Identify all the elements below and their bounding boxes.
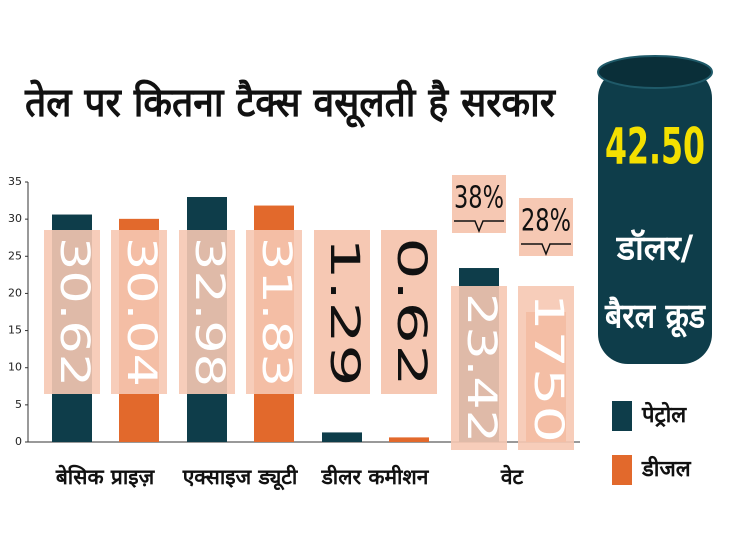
label-box [451, 286, 507, 450]
barrel [597, 55, 713, 364]
y-tick-label: 20 [8, 286, 22, 299]
x-tick-label: एक्साइज ड्यूटी [182, 464, 299, 491]
label-box [111, 230, 167, 394]
y-tick-label: 15 [8, 324, 22, 337]
y-tick-label: 25 [8, 249, 22, 262]
barrel-top [597, 55, 713, 89]
annotation: 28% [521, 204, 571, 239]
legend-swatch [612, 401, 632, 431]
barrel-body [598, 68, 712, 364]
price-unit: डॉलर/ [616, 229, 694, 269]
callout-box [452, 175, 506, 233]
callout-pointer [454, 220, 504, 234]
value-label: 0.62 [388, 237, 434, 387]
callout-box [519, 198, 573, 256]
label-box [179, 230, 235, 394]
label-box [246, 230, 302, 394]
y-tick-label: 30 [8, 212, 22, 225]
value-label: 1750 [525, 293, 571, 443]
label-box [314, 230, 370, 394]
callout-pointer [521, 243, 571, 257]
price-unit: बैरल क्रूड [604, 296, 706, 339]
price-value: 42.50 [605, 118, 705, 176]
bar [322, 432, 362, 442]
value-label: 30.04 [118, 237, 164, 387]
annotation: 38% [454, 181, 504, 216]
label-box [44, 230, 100, 394]
value-label: 32.98 [186, 237, 232, 387]
x-tick-label: वेट [500, 464, 525, 489]
label-box [381, 230, 437, 394]
x-tick-label: बेसिक प्राइज़ [55, 464, 156, 489]
value-label: 31.83 [253, 237, 299, 387]
legend-label: डीजल [641, 455, 692, 482]
y-tick-label: 0 [15, 435, 22, 448]
value-label: 1.29 [321, 237, 367, 387]
value-label: 23.42 [458, 293, 504, 443]
y-tick-label: 35 [8, 175, 22, 188]
chart-title: तेल पर कितना टैक्स वसूलती है सरकार [24, 79, 556, 128]
legend-swatch [612, 455, 632, 485]
x-tick-label: डीलर कमीशन [321, 464, 430, 489]
value-label: 30.62 [51, 237, 97, 387]
legend-label: पेट्रोल [641, 401, 687, 428]
y-tick-label: 10 [8, 361, 22, 374]
y-tick-label: 5 [15, 398, 22, 411]
bar [389, 437, 429, 442]
label-box [518, 286, 574, 450]
